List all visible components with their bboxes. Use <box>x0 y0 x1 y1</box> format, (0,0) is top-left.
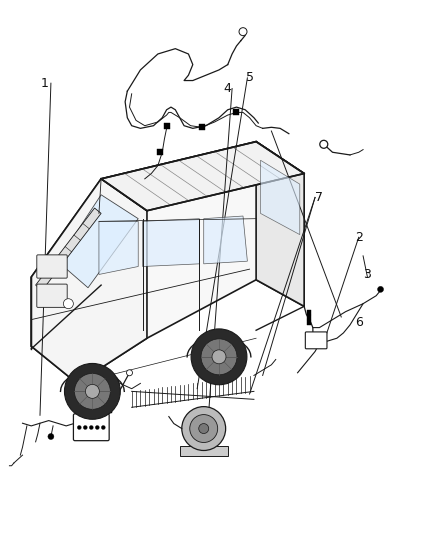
Polygon shape <box>261 160 300 235</box>
Polygon shape <box>204 216 247 264</box>
Polygon shape <box>35 208 101 290</box>
Polygon shape <box>57 195 138 288</box>
Text: 1: 1 <box>40 77 48 90</box>
Circle shape <box>127 370 132 376</box>
Polygon shape <box>101 142 304 211</box>
Circle shape <box>110 377 118 385</box>
Circle shape <box>191 329 247 385</box>
FancyBboxPatch shape <box>37 284 67 308</box>
Circle shape <box>74 374 110 409</box>
Bar <box>198 124 205 130</box>
Bar <box>107 400 112 405</box>
Circle shape <box>64 298 73 309</box>
Bar <box>164 123 170 128</box>
Bar <box>107 408 112 413</box>
Circle shape <box>64 364 120 419</box>
Polygon shape <box>256 142 304 306</box>
Bar <box>107 392 112 397</box>
Polygon shape <box>31 179 147 383</box>
Circle shape <box>199 424 208 433</box>
Circle shape <box>212 350 226 364</box>
Text: 2: 2 <box>355 231 363 244</box>
Bar <box>307 310 311 314</box>
FancyBboxPatch shape <box>74 414 109 441</box>
Bar <box>180 447 228 456</box>
Bar <box>233 109 240 116</box>
Bar <box>307 320 311 325</box>
Circle shape <box>48 433 54 440</box>
Text: 6: 6 <box>355 316 363 329</box>
Circle shape <box>182 407 226 450</box>
Text: 7: 7 <box>315 191 323 204</box>
Circle shape <box>320 140 328 148</box>
Circle shape <box>89 425 93 430</box>
Bar <box>157 149 163 155</box>
Circle shape <box>95 425 99 430</box>
FancyBboxPatch shape <box>37 255 67 278</box>
Circle shape <box>239 28 247 36</box>
Circle shape <box>378 286 384 292</box>
Polygon shape <box>31 142 304 383</box>
Circle shape <box>83 425 87 430</box>
Text: 5: 5 <box>246 71 254 84</box>
Circle shape <box>190 415 218 442</box>
Polygon shape <box>143 219 199 266</box>
Polygon shape <box>99 221 138 274</box>
Circle shape <box>77 425 81 430</box>
Circle shape <box>85 384 99 398</box>
Circle shape <box>201 339 237 375</box>
Bar <box>307 315 311 320</box>
Text: 4: 4 <box>224 82 232 95</box>
FancyBboxPatch shape <box>305 332 327 349</box>
Circle shape <box>101 425 105 430</box>
Text: 3: 3 <box>364 268 371 281</box>
